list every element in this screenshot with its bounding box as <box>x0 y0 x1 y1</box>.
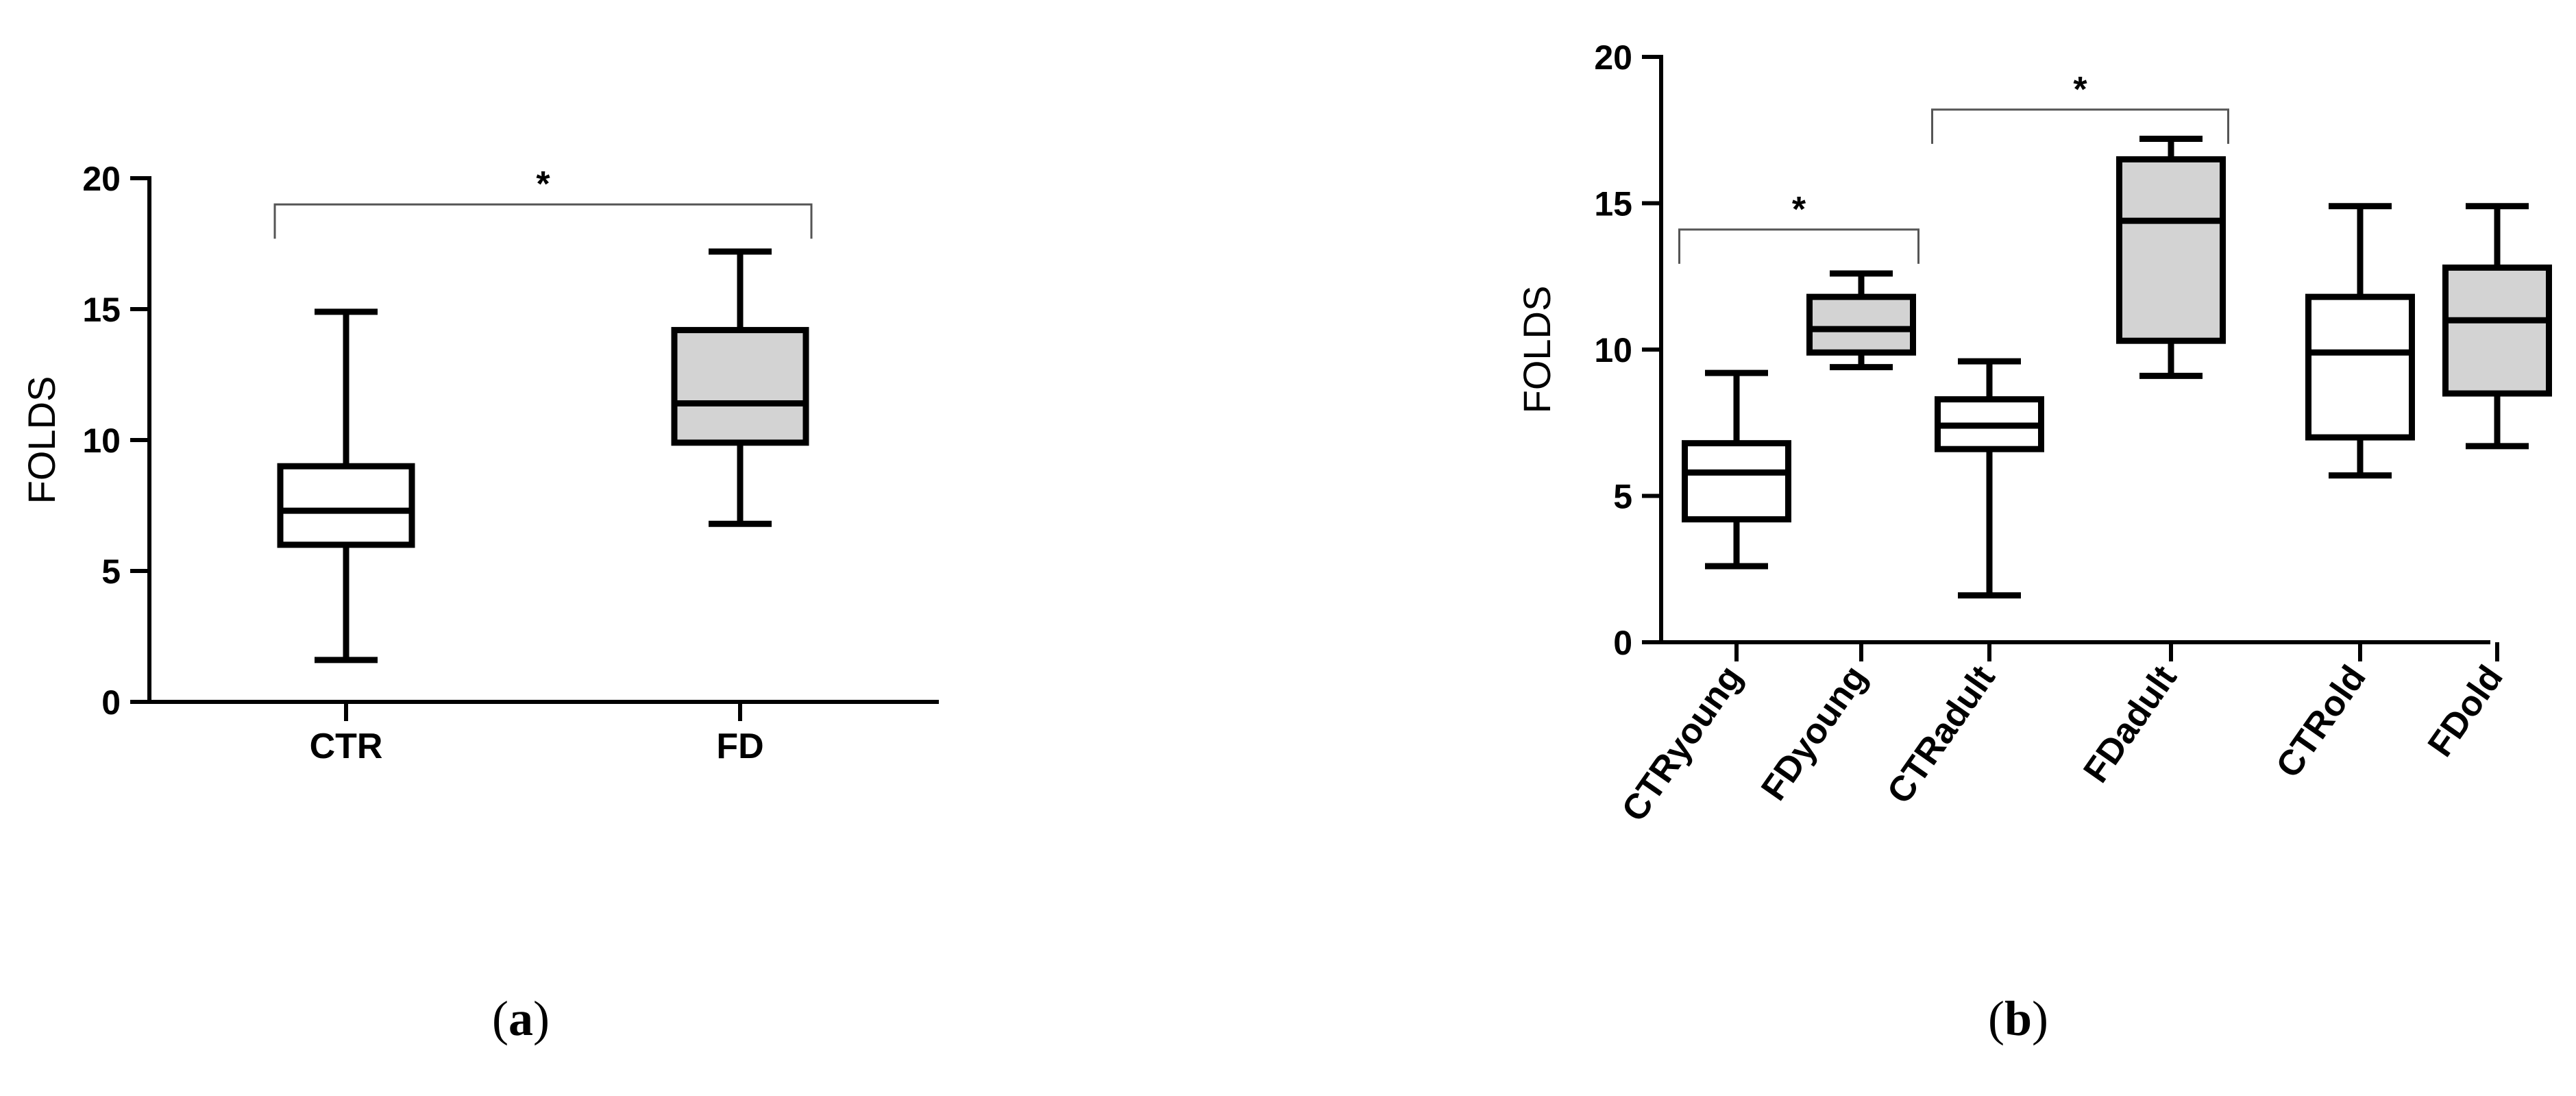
panel-b-label-open: ( <box>1988 991 2004 1046</box>
panel-b-x-tick-label-ctrold: CTRold <box>2268 659 2374 786</box>
panel-b-y-axis-title: FOLDS <box>1515 286 1558 414</box>
panel-a-y-tick-label-15: 15 <box>82 291 121 329</box>
panel-a-label-close: ) <box>533 991 550 1046</box>
panel-a-x-tick-label-ctr: CTR <box>310 727 383 766</box>
panel-b-x-tick-label-fdold: FDold <box>2420 659 2511 764</box>
panel-b-box-ctryoung <box>1682 440 1791 523</box>
panel-a-label-letter: a <box>508 991 533 1046</box>
panel-a-label-open: ( <box>492 991 508 1046</box>
panel-b-box-fdyoung <box>1806 293 1916 356</box>
panel-a-box-ctr <box>277 463 415 548</box>
panel-a-y-axis-title: FOLDS <box>20 376 63 504</box>
panel-b-box-fdold <box>2442 264 2552 397</box>
panel-a-chart: 0 5 10 15 20 FOLDS CTR FD * <box>20 160 939 766</box>
panel-b-label-letter: b <box>2004 991 2032 1046</box>
panel-b-box-fdadult <box>2116 156 2226 344</box>
panel-b-y-tick-label-10: 10 <box>1594 331 1632 369</box>
panel-b-y-tick-label-15: 15 <box>1594 185 1632 223</box>
panel-b-x-tick-label-ctryoung: CTRyoung <box>1615 659 1750 829</box>
panel-b-chart: 0 5 10 15 20 FOLDS CTRyoung FDyoung CTRadult FDad… <box>1515 38 2552 829</box>
panel-a-y-tick-label-0: 0 <box>101 683 121 722</box>
panel-b-y-tick-label-5: 5 <box>1613 478 1632 516</box>
panel-b-y-tick-label-0: 0 <box>1613 624 1632 662</box>
panel-b-label: (b) <box>1988 991 2048 1046</box>
panel-b-significance-label-2: * <box>2073 70 2087 110</box>
panel-b-x-tick-label-ctradult: CTRadult <box>1880 659 2003 812</box>
panel-a-y-tick-label-20: 20 <box>82 160 121 198</box>
panel-b-label-close: ) <box>2032 991 2048 1046</box>
panel-a-y-tick-label-10: 10 <box>82 422 121 460</box>
panel-a-significance-label-1: * <box>536 165 550 204</box>
panel-b-y-tick-label-20: 20 <box>1594 38 1632 77</box>
panel-a-label: (a) <box>492 991 550 1046</box>
panel-b-significance-bracket-2 <box>1931 108 2229 144</box>
panel-a-y-tick-label-5: 5 <box>101 552 121 591</box>
panel-b-significance-bracket-1 <box>1678 228 1919 264</box>
panel-b-box-ctrold <box>2305 293 2415 441</box>
panel-b-x-tick-label-fdadult: FDadult <box>2076 659 2185 790</box>
panel-b-significance-label-1: * <box>1792 190 1806 230</box>
panel-a-significance-bracket-1 <box>273 203 813 239</box>
panel-a-x-tick-label-fd: FD <box>716 727 763 766</box>
panel-a-box-fd <box>671 327 809 446</box>
panel-b-x-tick-label-fdyoung: FDyoung <box>1754 659 1875 808</box>
